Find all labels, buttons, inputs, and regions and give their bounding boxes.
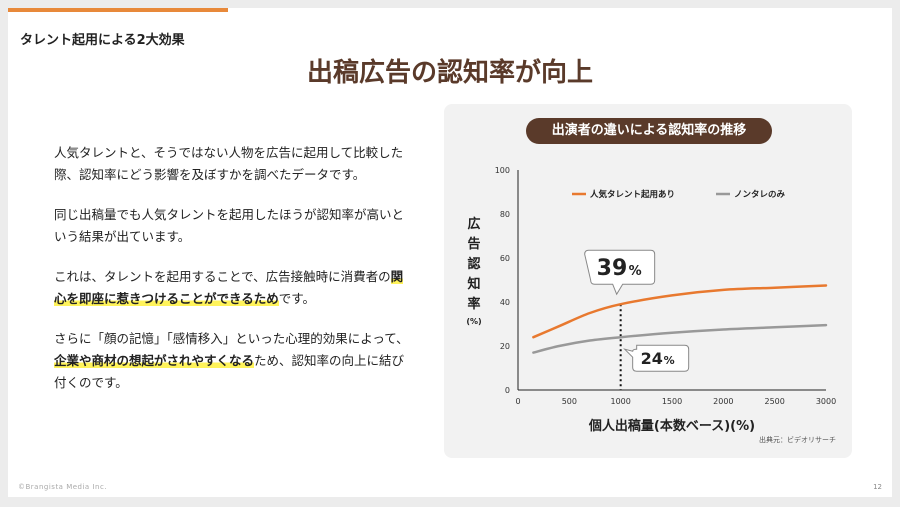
y-axis-label-char: 告 [467, 236, 480, 252]
x-tick-label: 1000 [610, 397, 630, 406]
legend-label: ノンタレのみ [734, 189, 786, 200]
y-axis-unit: (%) [466, 317, 481, 326]
accent-bar [8, 8, 228, 12]
x-tick-label: 2500 [764, 397, 784, 406]
paragraph-3: これは、タレントを起用することで、広告接触時に消費者の関心を即座に惹きつけること… [54, 266, 414, 310]
y-axis-label-char: 広 [467, 216, 480, 232]
series-line-2 [532, 323, 828, 354]
section-label: タレント起用による2大効果 [20, 33, 185, 48]
paragraph-4-highlight: 企業や商材の想起がされやすくなる [54, 353, 255, 368]
page-title: 出稿広告の認知率が向上 [306, 58, 593, 88]
x-tick-label: 500 [562, 397, 577, 406]
y-tick-label: 20 [500, 342, 510, 351]
page-number: 12 [873, 483, 882, 491]
body-text: 人気タレントと、そうではない人物を広告に起用して比較した際、認知率にどう影響を及… [54, 142, 414, 412]
paragraph-3-text-b: です。 [278, 291, 316, 306]
paragraph-4: さらに「顔の記憶」「感情移入」といった心理的効果によって、企業や商材の想起がされ… [54, 328, 414, 394]
x-tick-label: 3000 [816, 397, 836, 406]
x-tick-label: 1500 [662, 397, 682, 406]
paragraph-2: 同じ出稿量でも人気タレントを起用したほうが認知率が高いという結果が出ています。 [54, 207, 405, 244]
x-tick-label: 0 [515, 397, 520, 406]
y-axis-label-char: 率 [467, 296, 480, 312]
slide: タレント起用による2大効果 出稿広告の認知率が向上 人気タレントと、そうではない… [8, 8, 892, 497]
chart-source: 出典元：ビデオリサーチ [759, 435, 836, 444]
y-axis-label-char: 知 [467, 276, 480, 292]
paragraph-4-text-a: さらに「顔の記憶」「感情移入」といった心理的効果によって、 [54, 331, 409, 346]
chart-title: 出演者の違いによる認知率の推移 [526, 118, 772, 144]
y-tick-label: 60 [500, 254, 510, 263]
paragraph-1: 人気タレントと、そうではない人物を広告に起用して比較した際、認知率にどう影響を及… [54, 145, 404, 182]
series-line-1 [532, 284, 828, 339]
y-tick-label: 40 [500, 298, 510, 307]
x-tick-label: 2000 [713, 397, 733, 406]
x-axis-label: 個人出稿量(本数ベース)(%) [588, 418, 755, 434]
callout-bubble-24 [623, 344, 690, 372]
copyright: ©Brangista Media Inc. [18, 483, 108, 491]
callout-value-24: 24 [641, 349, 663, 368]
callout-unit-39: % [629, 264, 642, 279]
y-tick-label: 100 [495, 166, 510, 175]
y-axis-label-char: 認 [467, 256, 480, 272]
callout-unit-24: % [664, 354, 675, 367]
paragraph-3-text-a: これは、タレントを起用することで、広告接触時に消費者の [54, 269, 391, 284]
y-tick-label: 80 [500, 210, 510, 219]
paragraph-4-text-b: ため、認知率の向上に結び付くのです。 [54, 353, 405, 390]
callout-value-39: 39 [597, 256, 628, 281]
chart-panel: 0 20 40 60 80 100 0 500 1000 1500 2000 2500 3000 個人出稿… [444, 104, 852, 458]
y-tick-label: 0 [505, 386, 510, 395]
legend-label: 人気タレント起用あり [590, 189, 675, 200]
callout-bubble-39 [584, 249, 656, 296]
